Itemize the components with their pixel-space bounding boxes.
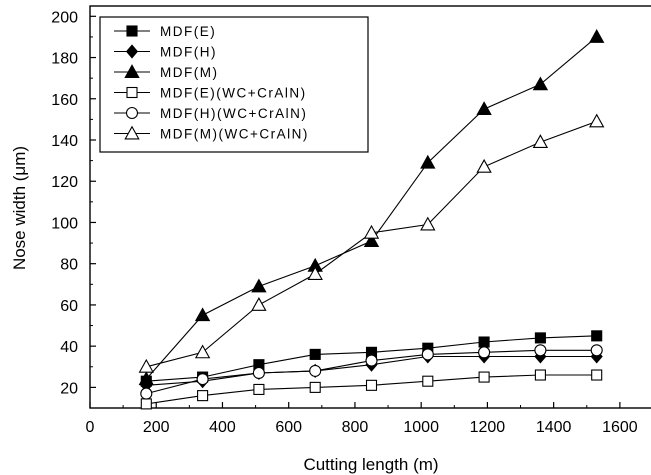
- data-point: [589, 113, 605, 128]
- y-tick-label: 20: [60, 380, 78, 397]
- legend-entry: MDF(H)(WC+CrAlN): [114, 106, 307, 121]
- legend-marker: [126, 86, 138, 99]
- x-tick-label: 1000: [403, 419, 439, 436]
- legend-label: MDF(E): [160, 24, 216, 39]
- legend-label: MDF(M)(WC+CrAlN): [160, 127, 309, 142]
- data-point: [140, 387, 153, 400]
- data-point: [420, 154, 436, 169]
- data-point: [251, 297, 267, 311]
- data-point: [591, 330, 603, 342]
- data-point: [252, 366, 265, 380]
- legend-entry: MDF(E): [114, 24, 216, 39]
- y-tick-label: 80: [60, 257, 78, 274]
- data-point: [309, 364, 322, 377]
- data-point: [534, 332, 546, 344]
- data-point: [420, 216, 436, 231]
- y-tick-label: 160: [51, 92, 78, 109]
- data-point: [478, 336, 490, 348]
- x-tick-label: 0: [86, 419, 95, 436]
- data-point: [476, 101, 492, 116]
- series-5: [140, 344, 603, 400]
- x-tick-label: 1600: [602, 419, 638, 436]
- series-6: [138, 113, 605, 373]
- legend-marker: [124, 64, 140, 78]
- data-point: [591, 369, 603, 381]
- y-tick-label: 40: [60, 339, 78, 356]
- data-point: [363, 224, 380, 239]
- legend-marker: [125, 44, 139, 59]
- series-4: [140, 369, 603, 410]
- data-point: [422, 375, 434, 387]
- y-tick-label: 180: [51, 51, 78, 68]
- data-point: [363, 233, 380, 247]
- x-tick-label: 1400: [536, 419, 572, 436]
- legend-box: [99, 16, 369, 153]
- legend-marker: [126, 25, 138, 37]
- x-tick-label: 400: [209, 419, 236, 436]
- data-point: [478, 371, 490, 383]
- legend-marker: [124, 125, 140, 140]
- y-tick-label: 100: [51, 215, 78, 232]
- data-point: [478, 346, 491, 359]
- legend-entry: MDF(E)(WC+CrAlN): [114, 86, 307, 101]
- data-point: [197, 390, 209, 402]
- data-point: [138, 358, 154, 373]
- data-point: [194, 344, 211, 359]
- data-point: [421, 348, 434, 361]
- y-tick-label: 140: [51, 133, 78, 150]
- data-point: [532, 76, 549, 91]
- data-point: [590, 344, 603, 357]
- data-point: [309, 381, 321, 393]
- legend: MDF(E) MDF(H) MDF(M) MDF(E)(WC+CrAlN) MDF(H)…: [99, 16, 369, 153]
- legend-label: MDF(M): [160, 65, 218, 80]
- plot-area: [89, 5, 651, 409]
- y-tick-label: 200: [51, 9, 78, 26]
- data-point: [251, 278, 267, 293]
- y-tick-label: 60: [60, 298, 78, 315]
- x-axis-label: Cutting length (m): [303, 455, 438, 474]
- legend-label: MDF(E)(WC+CrAlN): [160, 86, 307, 101]
- data-point: [534, 344, 547, 357]
- data-point: [589, 29, 605, 43]
- y-tick-label: 120: [51, 174, 78, 191]
- plot-frame: [89, 5, 651, 409]
- x-tick-label: 1200: [470, 419, 506, 436]
- legend-entry: MDF(H): [114, 44, 217, 60]
- data-point: [476, 158, 492, 173]
- data-point: [194, 307, 211, 322]
- y-axis-label: Nose width (μm): [10, 146, 29, 270]
- legend-entry: MDF(M): [114, 64, 218, 80]
- legend-marker: [125, 106, 139, 120]
- x-tick-label: 800: [342, 419, 369, 436]
- data-point: [307, 266, 323, 280]
- data-point: [534, 369, 546, 381]
- data-point: [253, 383, 265, 395]
- data-point: [138, 371, 154, 386]
- series-layer: [138, 29, 605, 410]
- axes-layer: 0 200 400 600 800 1000 1200 1400 1600 20 40 60 80 100…: [51, 9, 637, 436]
- data-point: [532, 134, 549, 149]
- legend-entry: MDF(M)(WC+CrAlN): [114, 125, 309, 142]
- x-tick-label: 600: [275, 419, 302, 436]
- legend-label: MDF(H)(WC+CrAlN): [160, 106, 307, 121]
- data-point: [365, 354, 378, 367]
- data-point: [140, 398, 152, 410]
- data-point: [365, 379, 378, 391]
- legend-label: MDF(H): [160, 45, 217, 60]
- data-point: [196, 373, 209, 386]
- data-point: [309, 348, 321, 360]
- x-tick-label: 200: [143, 419, 170, 436]
